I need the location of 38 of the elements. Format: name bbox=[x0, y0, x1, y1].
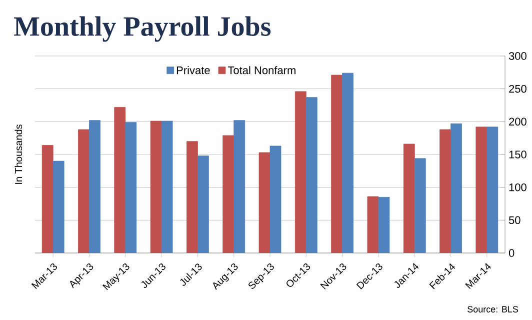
y-tick-label: 150 bbox=[509, 150, 526, 158]
bar bbox=[52, 160, 64, 253]
y-tick-label: 100 bbox=[509, 183, 526, 192]
bar bbox=[476, 126, 488, 253]
bar bbox=[150, 120, 162, 253]
y-axis-title: In Thousands bbox=[14, 124, 22, 184]
chart-title: Monthly Payroll Jobs bbox=[14, 16, 271, 42]
y-tick-label: 300 bbox=[508, 52, 526, 60]
bar bbox=[186, 141, 198, 253]
source-note: Source: BLS bbox=[468, 306, 518, 312]
bar bbox=[197, 156, 209, 253]
bar bbox=[270, 146, 282, 253]
bar bbox=[222, 135, 234, 253]
bar bbox=[440, 129, 451, 253]
bar bbox=[78, 129, 90, 253]
y-tick-label: 0 bbox=[508, 249, 514, 257]
bar bbox=[114, 107, 126, 253]
bar bbox=[403, 144, 415, 253]
bar bbox=[342, 72, 354, 253]
bar bbox=[306, 97, 318, 253]
y-tick-label: 50 bbox=[508, 216, 520, 224]
bar bbox=[161, 120, 173, 253]
legend-label: Total Nonfarm bbox=[228, 66, 296, 74]
y-tick-label: 200 bbox=[509, 118, 526, 126]
bar bbox=[42, 145, 54, 253]
bar bbox=[294, 91, 306, 253]
bar bbox=[125, 122, 137, 253]
bar bbox=[89, 120, 100, 253]
bar bbox=[414, 158, 426, 253]
bar bbox=[331, 74, 343, 253]
bar bbox=[378, 196, 390, 253]
legend-label: Private bbox=[176, 66, 210, 74]
bar bbox=[450, 123, 462, 253]
bar bbox=[486, 126, 498, 253]
bar bbox=[234, 120, 246, 253]
bar bbox=[367, 196, 379, 253]
y-tick-label: 250 bbox=[509, 84, 526, 93]
bar bbox=[258, 152, 270, 253]
